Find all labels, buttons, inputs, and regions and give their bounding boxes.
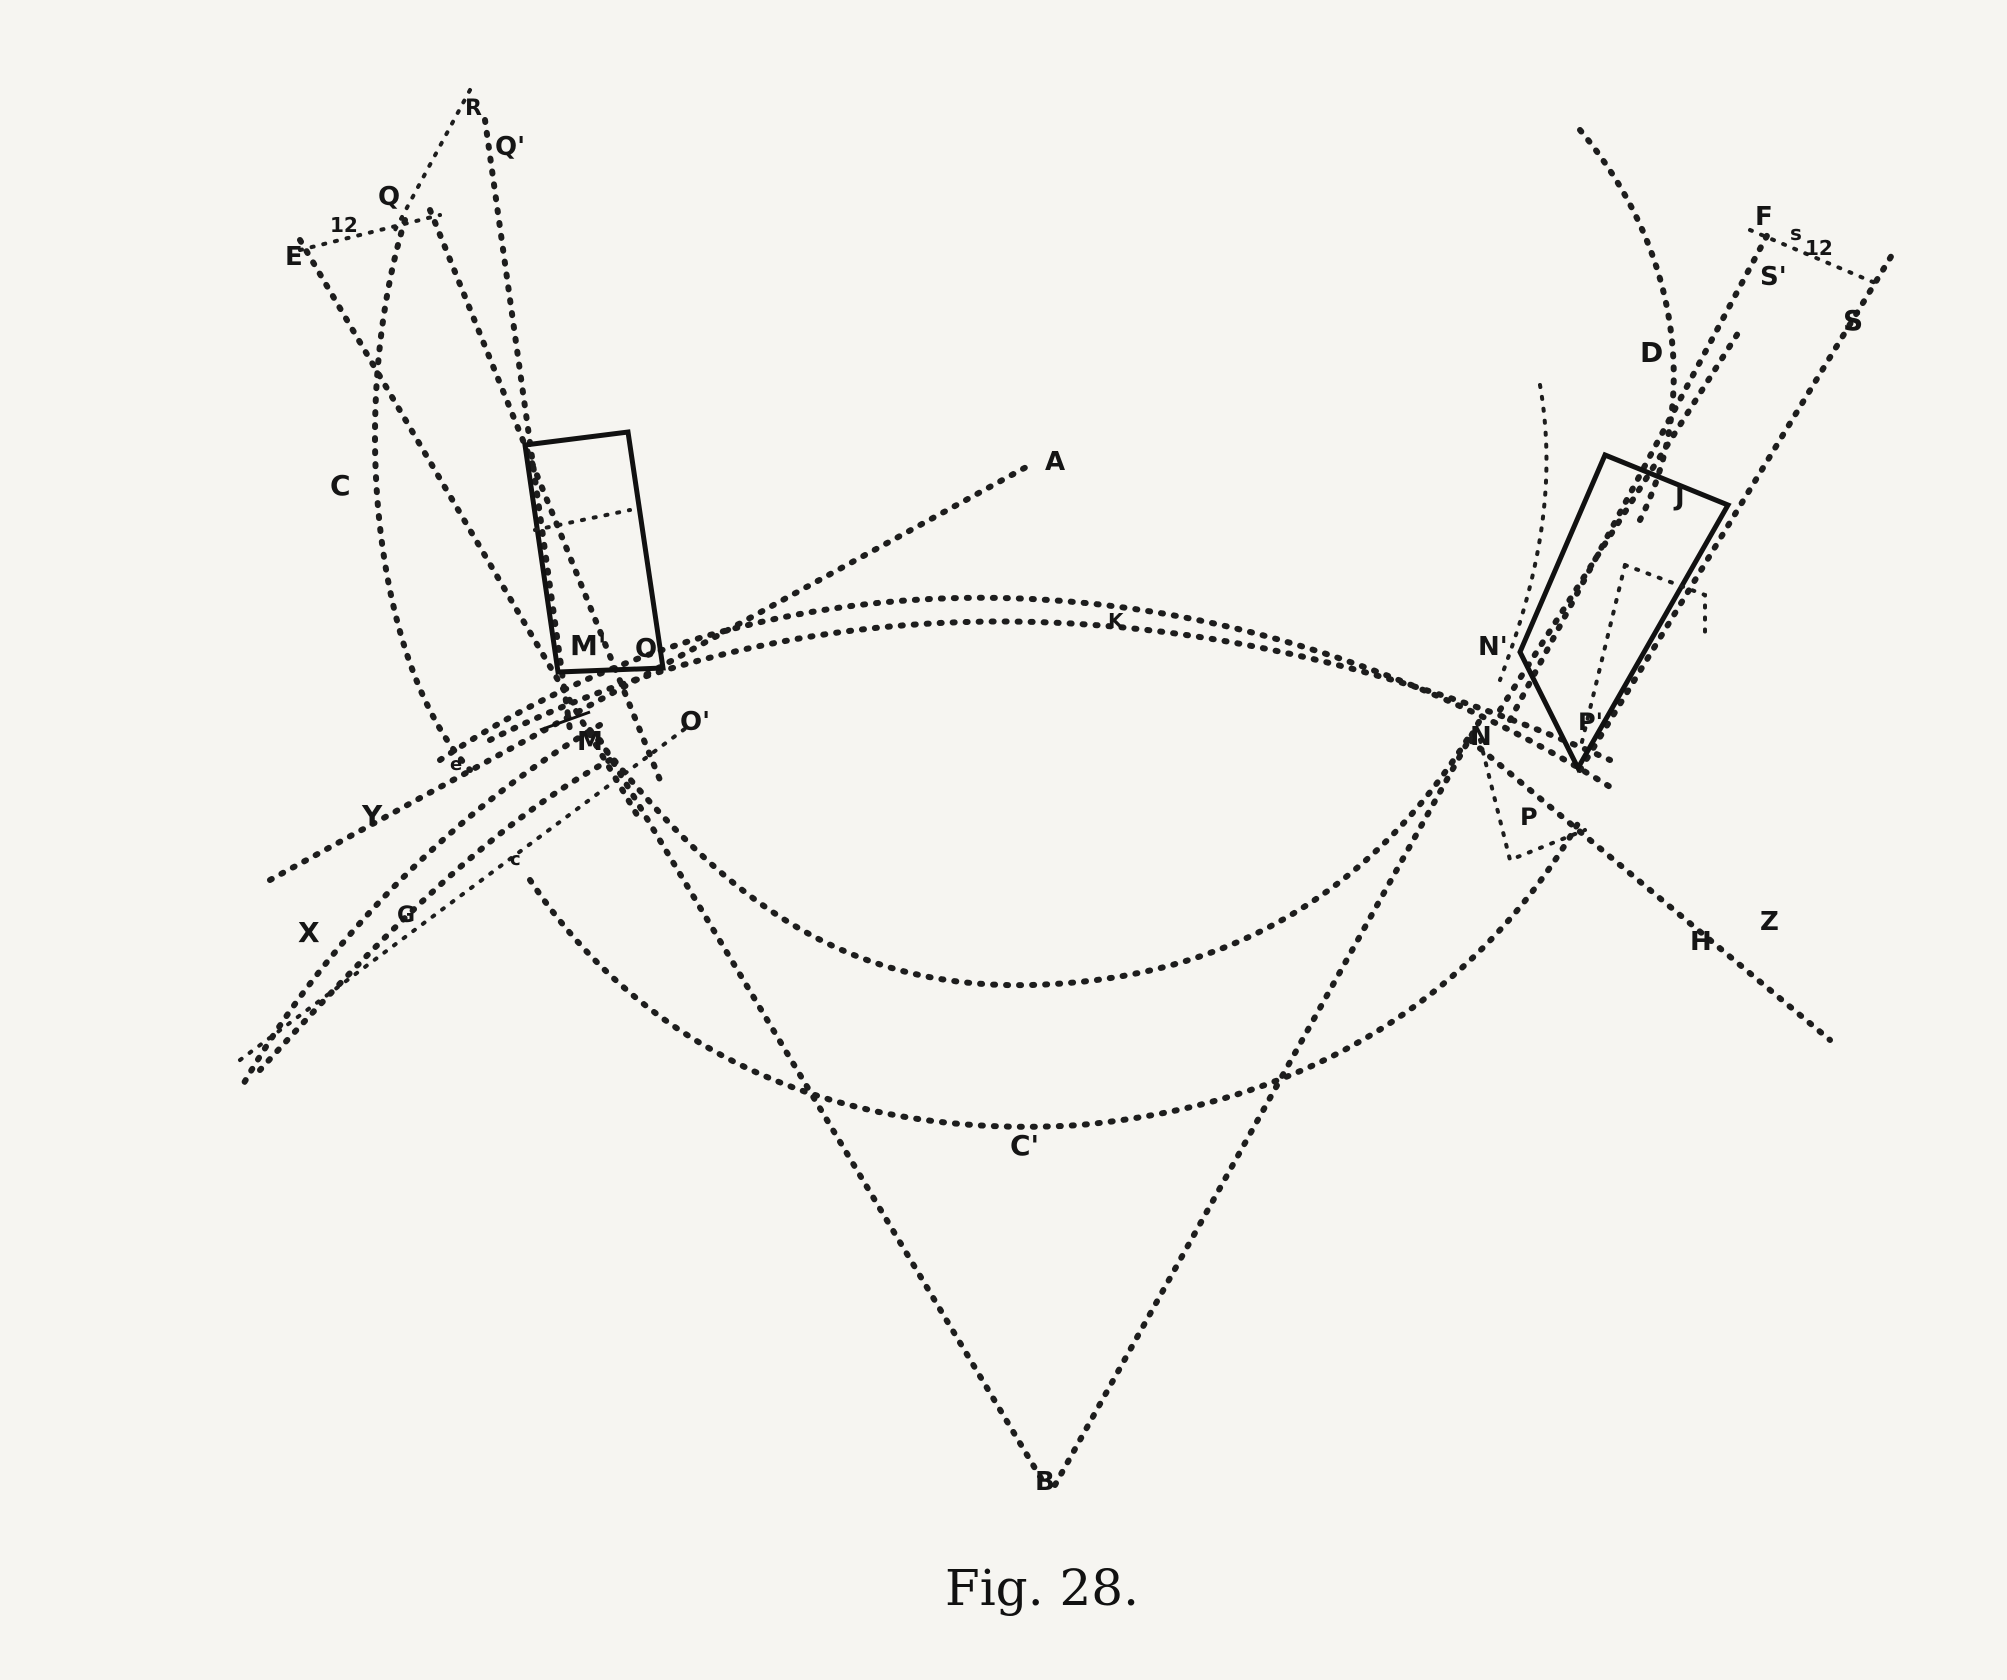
line-s-far	[1577, 247, 1898, 773]
left-lower-curve-b	[257, 757, 613, 1073]
label-m-prime: M'	[570, 629, 606, 662]
label-g: G	[397, 903, 415, 928]
label-h: H	[1690, 927, 1712, 957]
line-n-s	[1497, 327, 1743, 713]
label-f: F	[1755, 202, 1773, 232]
label-o-prime: O'	[680, 707, 710, 737]
line-f-s	[1748, 228, 1882, 287]
line-n-f	[1507, 227, 1773, 723]
right-rect-inner	[1623, 563, 1707, 642]
line-y-a	[267, 462, 1033, 883]
label-n-prime: N'	[1478, 632, 1508, 662]
upper-arc	[437, 594, 1618, 793]
label-n: N	[1470, 722, 1492, 752]
label-a: A	[1045, 447, 1065, 477]
line-e-q	[298, 213, 442, 252]
label-12-left: 12	[330, 213, 358, 237]
right-short-arc	[1498, 383, 1549, 682]
label-s-prime: S'	[1760, 262, 1787, 292]
label-q-prime: Q'	[495, 132, 525, 162]
left-rect-inner	[533, 508, 632, 532]
line-e-m	[297, 237, 643, 823]
label-e-small: e	[450, 754, 462, 775]
label-k: K	[1108, 609, 1125, 633]
left-lower-curve-a	[237, 722, 603, 1093]
lower-arc-cprime	[527, 817, 1583, 1130]
right-rectangle	[1517, 451, 1732, 774]
label-e: E	[285, 242, 303, 272]
line-n-z	[1467, 737, 1833, 1043]
label-r: R	[465, 96, 482, 121]
left-arc-c	[371, 217, 473, 773]
line-q-m	[427, 207, 663, 783]
right-arc-d	[1577, 127, 1677, 523]
label-o: O	[635, 634, 657, 664]
label-d: D	[1640, 336, 1663, 369]
label-j: J	[1673, 482, 1685, 512]
label-c: C	[330, 469, 351, 502]
label-c-prime: C'	[1010, 1129, 1039, 1162]
label-s-small: s	[1790, 221, 1802, 245]
label-p: P	[1520, 803, 1538, 831]
p-box-left	[1478, 738, 1587, 863]
lens-lower-arc	[587, 727, 1473, 989]
label-12-right: 12	[1805, 236, 1833, 260]
line-m-b	[597, 737, 1048, 1488]
figure-caption: Fig. 28.	[945, 1559, 1139, 1617]
label-s: S	[1843, 304, 1863, 337]
label-m: M	[577, 727, 603, 757]
label-q: Q	[378, 182, 400, 212]
line-b-n	[1052, 717, 1483, 1488]
label-y: Y	[361, 799, 383, 832]
tick-m	[539, 710, 591, 732]
line-r-m	[482, 117, 573, 733]
label-b: B	[1035, 1467, 1055, 1497]
label-z: Z	[1760, 907, 1779, 937]
label-p-prime: P'	[1578, 708, 1603, 736]
label-c-small: c	[510, 849, 521, 870]
left-rectangle	[522, 429, 666, 675]
label-x: X	[298, 916, 320, 949]
line-top-left-a	[393, 88, 472, 232]
right-rect-inner-b	[1578, 563, 1627, 752]
